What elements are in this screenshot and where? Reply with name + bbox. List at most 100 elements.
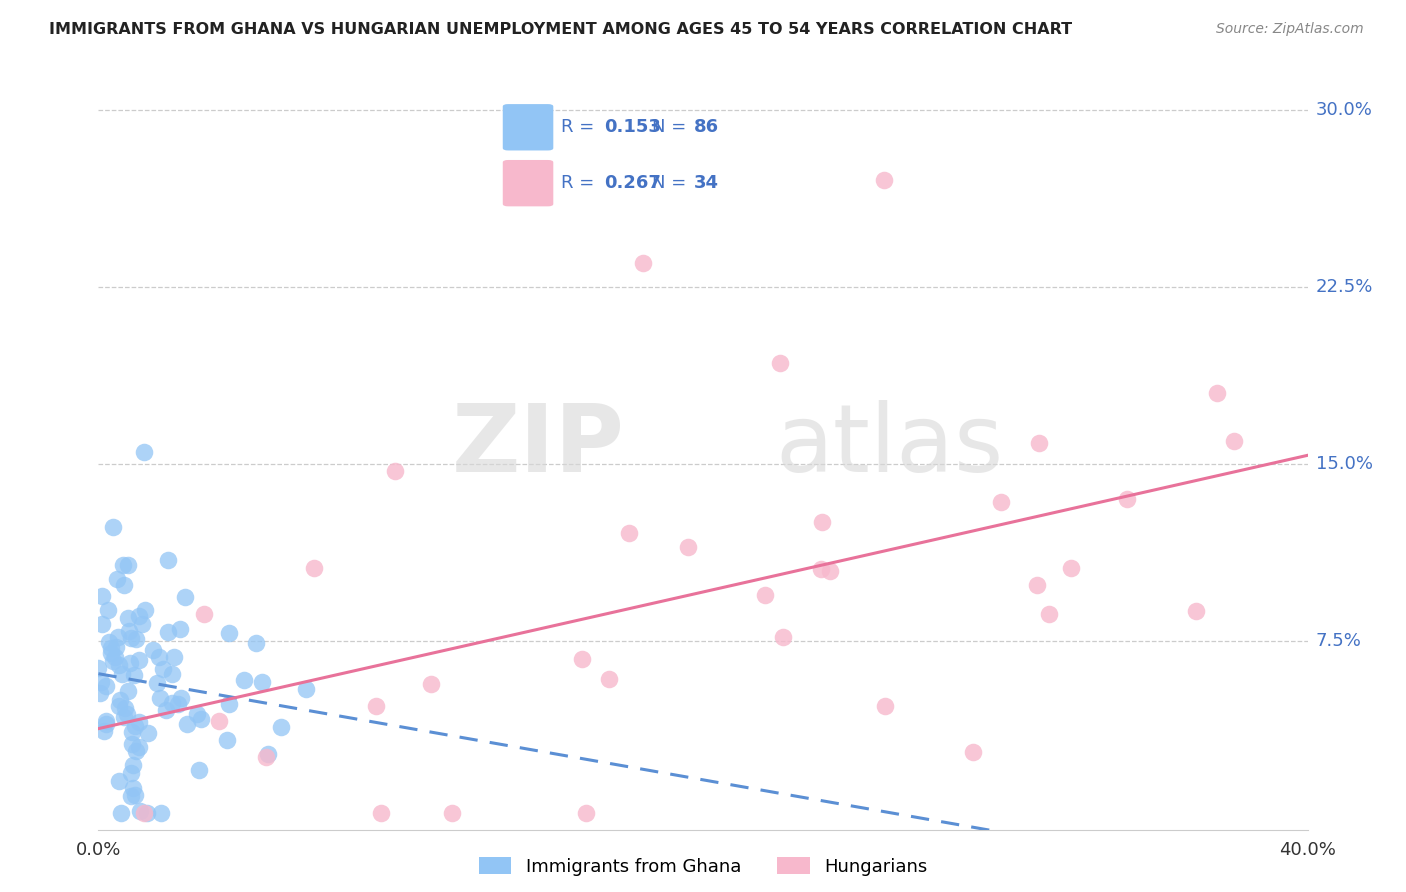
Point [366,698,388,713]
Point [419,677,441,691]
Point [108,658,131,673]
Point [873,173,896,187]
Point [96,680,118,694]
Point [1223,434,1246,448]
Point [125,744,148,758]
Point [142,643,165,657]
Point [129,805,152,819]
Point [810,515,832,529]
Point [101,654,124,668]
Point [91,617,114,632]
Point [120,631,142,645]
Point [125,632,148,647]
Point [122,667,145,681]
Point [769,356,792,370]
Point [160,667,183,681]
Point [157,624,180,639]
Point [128,653,150,667]
Point [163,649,186,664]
Point [962,745,984,759]
Point [218,625,240,640]
Point [1038,607,1060,622]
Point [108,693,131,707]
Point [810,562,832,576]
Point [97,603,120,617]
Point [138,725,160,739]
Point [93,724,115,739]
Point [124,788,146,802]
Point [304,561,326,575]
Point [120,766,142,780]
Text: ZIP: ZIP [451,400,624,492]
Point [128,609,150,624]
Legend: Immigrants from Ghana, Hungarians: Immigrants from Ghana, Hungarians [471,850,935,883]
Point [254,750,277,764]
Point [107,631,129,645]
Point [631,256,654,270]
Point [148,649,170,664]
Point [100,646,122,660]
Point [100,641,122,656]
Point [169,622,191,636]
Point [107,699,129,714]
Point [110,805,132,820]
Point [94,717,117,731]
Point [754,588,776,602]
Point [128,715,150,730]
Point [193,607,215,622]
Point [167,697,190,711]
Point [619,526,641,541]
Point [155,702,177,716]
Text: 7.5%: 7.5% [1316,632,1362,649]
Point [152,662,174,676]
Point [176,717,198,731]
Point [256,747,278,761]
Point [136,805,159,820]
Text: 15.0%: 15.0% [1316,455,1372,473]
Point [170,691,193,706]
Point [117,706,139,721]
Point [117,684,139,698]
Point [121,724,143,739]
Point [128,739,150,754]
Point [111,666,134,681]
Point [120,789,142,804]
Point [107,774,129,789]
Text: 22.5%: 22.5% [1316,277,1374,295]
Point [571,652,593,666]
Point [1060,561,1083,575]
Point [117,558,139,572]
Point [145,676,167,690]
Point [112,710,135,724]
Point [132,805,155,820]
Point [124,719,146,733]
Point [1185,604,1208,618]
Point [208,714,231,728]
Point [104,650,127,665]
Point [1205,386,1227,401]
Point [149,805,172,820]
Point [217,733,239,747]
Point [105,572,128,586]
Point [105,640,128,654]
Point [156,553,179,567]
Point [245,636,267,650]
Point [121,737,143,751]
Point [186,707,208,722]
Point [174,591,197,605]
Point [121,780,143,795]
Point [1028,435,1050,450]
Point [818,564,841,578]
Point [118,624,141,638]
Text: 30.0%: 30.0% [1316,101,1372,119]
Text: atlas: atlas [776,400,1004,492]
Point [270,720,292,734]
Point [122,758,145,772]
Point [117,611,139,625]
Point [370,805,392,820]
Point [91,589,114,603]
Point [131,616,153,631]
Point [89,686,111,700]
Point [149,691,172,706]
Point [187,763,209,777]
